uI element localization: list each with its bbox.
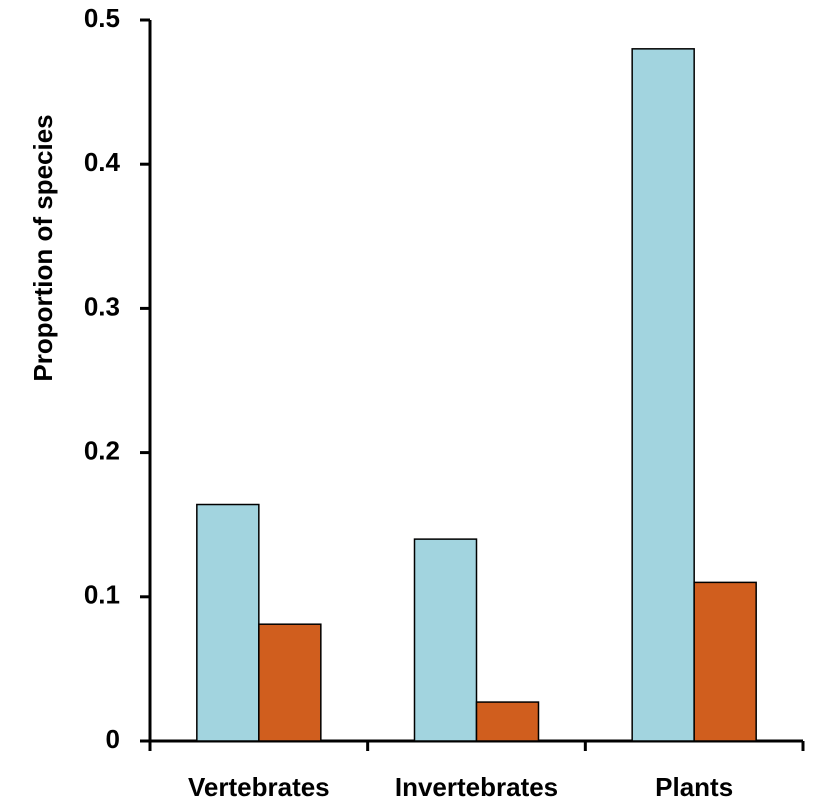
bar-invertebrates-series-1 bbox=[413, 538, 478, 742]
category-label-invertebrates: Invertebrates bbox=[395, 772, 558, 802]
bar-plants-series-2 bbox=[693, 581, 757, 742]
bars bbox=[196, 48, 757, 742]
bar-vertebrates-series-1 bbox=[196, 503, 260, 742]
y-tick-label: 0.4 bbox=[84, 147, 121, 177]
category-label-vertebrates: Vertebrates bbox=[188, 772, 330, 802]
y-axis-title: Proportion of species bbox=[28, 114, 58, 381]
bar-invertebrates-series-2 bbox=[475, 701, 540, 742]
y-tick-label: 0.5 bbox=[84, 3, 120, 33]
y-tick-label: 0 bbox=[106, 724, 120, 754]
x-ticks: Vertebrates Invertebrates Plants bbox=[148, 741, 805, 802]
category-label-plants: Plants bbox=[655, 772, 733, 802]
bar-vertebrates-series-2 bbox=[258, 623, 322, 742]
bar-plants-series-1 bbox=[631, 48, 695, 742]
plot-area: 0 0.1 0.2 0.3 0.4 0.5 Vertebrates Invertebrate… bbox=[84, 3, 805, 802]
y-ticks: 0 0.1 0.2 0.3 0.4 0.5 bbox=[84, 3, 150, 754]
y-tick-label: 0.3 bbox=[84, 291, 120, 321]
y-tick-label: 0.2 bbox=[84, 435, 120, 465]
y-tick-label: 0.1 bbox=[84, 580, 120, 610]
